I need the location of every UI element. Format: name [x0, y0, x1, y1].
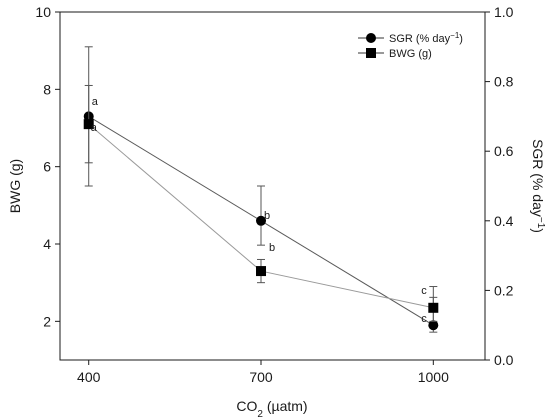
y-axis-right-title: SGR (% day−1): [530, 139, 547, 233]
series-sgr: a b c: [83, 46, 439, 333]
legend-label: SGR (% day−1): [389, 31, 463, 46]
significance-label: a: [91, 122, 98, 134]
legend-entry: BWG (g): [358, 48, 432, 60]
y-axis-right-title-main: SGR (% day: [530, 139, 546, 217]
series-bwg: a b c: [83, 84, 439, 322]
y-right-tick-label: 0.6: [494, 143, 514, 159]
axes-layer: 400 700 1000 2 4 6 8 10 0.0 0.2 0.4 0.6 0.8 1.0: [35, 4, 513, 385]
y-axis-right-title-end: ): [530, 228, 546, 233]
y-right-tick-label: 0.8: [494, 74, 514, 90]
x-tick-label: 1000: [418, 369, 449, 385]
legend-marker: [366, 33, 376, 43]
legend-label-superscript: −1: [450, 31, 460, 40]
plot-area: [59, 11, 486, 361]
y-left-tick-label: 6: [43, 159, 51, 175]
legend-marker: [366, 48, 376, 58]
significance-label: b: [264, 210, 270, 222]
y-axis-right-title-superscript: −1: [536, 217, 547, 229]
legend-label: BWG (g): [389, 48, 432, 60]
significance-label: b: [269, 242, 275, 254]
x-tick-label: 700: [249, 369, 273, 385]
y-right-tick-label: 1.0: [494, 4, 514, 20]
x-tick-label: 400: [77, 369, 101, 385]
legend-label-end: ): [459, 33, 463, 45]
significance-label: c: [421, 313, 427, 325]
significance-label: a: [92, 96, 99, 108]
y-left-tick-label: 2: [43, 313, 51, 329]
y-left-tick-label: 10: [35, 4, 51, 20]
data-point: [83, 119, 94, 130]
data-point: [428, 320, 439, 331]
legend-label-main: SGR (% day: [389, 33, 451, 45]
x-axis-title: CO2 (µatm): [236, 398, 307, 419]
y-axis-left-title: BWG (g): [7, 159, 23, 213]
legend-entry: SGR (% day−1): [358, 31, 463, 46]
series-layer: a b c a b c: [83, 46, 439, 333]
legend: SGR (% day−1) BWG (g): [358, 31, 463, 60]
x-axis-title-subscript: 2: [257, 409, 263, 419]
x-axis-title-unit: (µatm): [263, 398, 308, 414]
x-axis-title-main: CO: [236, 398, 257, 414]
significance-label: c: [421, 285, 427, 297]
y-right-tick-label: 0.4: [494, 213, 514, 229]
y-right-tick-label: 0.0: [494, 352, 514, 368]
data-point: [256, 266, 267, 277]
y-right-tick-label: 0.2: [494, 282, 514, 298]
y-left-tick-label: 4: [43, 236, 51, 252]
y-left-tick-label: 8: [43, 81, 51, 97]
data-point: [256, 215, 267, 226]
data-point: [428, 302, 439, 313]
